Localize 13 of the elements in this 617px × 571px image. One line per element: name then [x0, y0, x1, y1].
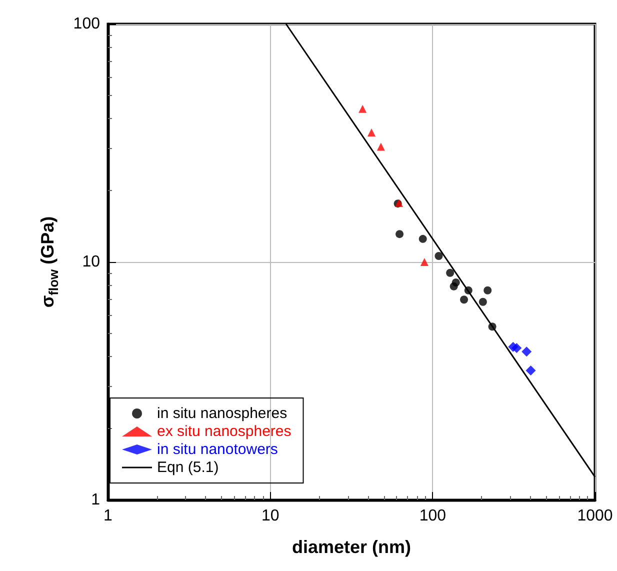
legend-label: in situ nanospheres — [157, 405, 288, 422]
y-tick-label: 1 — [91, 492, 100, 508]
x-axis-title: diameter (nm) — [292, 537, 412, 557]
y-tick-label: 10 — [82, 254, 100, 270]
legend-label: in situ nanotowers — [157, 441, 278, 458]
x-tick-label: 1 — [104, 508, 113, 524]
legend-label: ex situ nanospheres — [157, 423, 292, 440]
y-tick-label: 100 — [73, 16, 100, 32]
legend-label: Eqn (5.1) — [157, 459, 219, 476]
x-tick-label: 10 — [261, 508, 280, 524]
x-tick-label: 100 — [419, 508, 446, 524]
y-axis-title: σflow (GPa) — [38, 216, 61, 308]
x-tick-label: 1000 — [577, 508, 613, 524]
